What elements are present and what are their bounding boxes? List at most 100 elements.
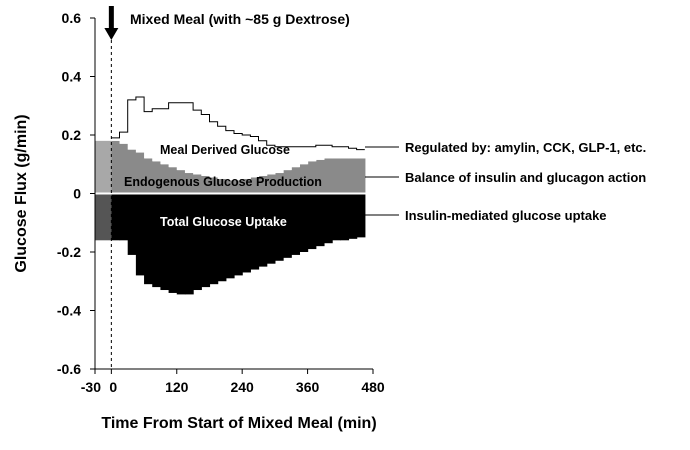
x-tick-label: 240 [230,379,254,395]
annotation-insulin-uptake: Insulin-mediated glucose uptake [405,208,607,223]
uptake-bar [217,193,227,282]
uptake-bar [201,193,211,288]
egp-bar [291,167,301,194]
uptake-bar [340,193,350,241]
egp-bar [127,149,137,194]
annotation-balance: Balance of insulin and glucagon action [405,170,646,185]
meal-bar [283,146,292,171]
uptake-bar [348,193,358,239]
meal-bar [193,110,202,175]
meal-bar [307,146,317,162]
egp-bar [299,164,309,194]
egp-bar [135,152,145,194]
egp-bar [323,158,333,194]
pre-meal-uptake-bar [95,193,112,241]
egp-bar [111,140,121,194]
meal-bar [160,108,170,165]
y-tick-label: 0.6 [62,10,82,26]
egp-bar [144,158,153,194]
meal-bar [184,102,194,174]
y-tick-label: 0 [73,186,81,202]
uptake-bar [176,193,186,295]
egp-bar [152,161,162,194]
meal-bar [168,102,178,168]
egp-bar [209,177,219,194]
uptake-bar [283,193,292,258]
uptake-bar [291,193,301,255]
meal-bar [258,140,268,176]
meal-bar [225,130,235,181]
meal-bar [291,146,301,168]
meal-bar [340,146,350,159]
x-tick-label: 360 [296,379,320,395]
y-tick-label: 0.2 [62,127,82,143]
y-ticks: -0.6 -0.4 -0.2 0 0.2 0.4 0.6 [57,10,95,377]
egp-bar [119,143,129,194]
meal-bar [176,102,186,171]
uptake-bar [225,193,235,279]
egp-bar [266,174,276,194]
egp-bar [283,170,292,194]
egp-bar [242,178,251,194]
uptake-bar [315,193,325,247]
uptake-bar [168,193,178,293]
egp-bar [307,161,317,194]
egp-bar [201,175,211,194]
meal-bar [152,108,162,162]
meal-bar [209,121,219,178]
y-axis-label: Glucose Flux (g/min) [13,114,30,272]
x-axis-label: Time From Start of Mixed Meal (min) [101,415,376,432]
egp-bar [348,158,358,194]
egp-bar [193,174,202,194]
y-tick-label: -0.6 [57,361,81,377]
egp-bar [225,180,235,194]
uptake-bar [242,193,251,273]
uptake-bar [152,193,162,288]
pre-meal-egp-bar [95,140,112,194]
meal-bar [234,133,243,181]
uptake-bar [119,193,129,241]
uptake-bar [160,193,170,291]
pre-meal-region [95,140,112,241]
egp-bar [160,164,170,194]
uptake-bar [307,193,317,250]
uptake-bar [193,193,202,291]
x-tick-label: 480 [361,379,385,395]
meal-bar [274,146,284,174]
meal-bar [250,136,260,178]
uptake-bar [234,193,243,276]
uptake-bar [299,193,309,252]
meal-bar [266,145,276,175]
meal-bar [119,132,129,144]
meal-bar [323,145,333,159]
chart-title: Mixed Meal (with ~85 g Dextrose) [130,11,350,27]
meal-bar [111,137,121,141]
egp-bar [340,158,350,194]
meal-bar [201,114,211,176]
y-tick-label: -0.4 [57,303,81,319]
uptake-bar [332,193,341,241]
meal-bar [332,146,341,159]
meal-bar [135,96,145,153]
egp-bar [258,175,268,194]
uptake-bar [258,193,268,267]
annotation-regulated-by: Regulated by: amylin, CCK, GLP-1, etc. [405,140,646,155]
uptake-bar [111,193,121,241]
total-glucose-uptake-label: Total Glucose Uptake [160,215,287,229]
uptake-bar [184,193,194,295]
meal-derived-glucose-label: Meal Derived Glucose [160,143,290,157]
y-tick-label: -0.2 [57,244,81,260]
meal-bar [127,99,137,150]
x-tick-label: 120 [165,379,189,395]
egp-bar [176,170,186,194]
endogenous-glucose-production-label: Endogenous Glucose Production [124,175,322,189]
egp-bar [217,178,227,194]
egp-bar [274,173,284,194]
down-arrow-icon [104,6,119,40]
meal-bar [356,149,366,159]
egp-bar [315,159,325,194]
meal-bar [315,145,325,160]
uptake-bar [274,193,284,261]
endogenous-glucose-production-area [111,140,366,194]
